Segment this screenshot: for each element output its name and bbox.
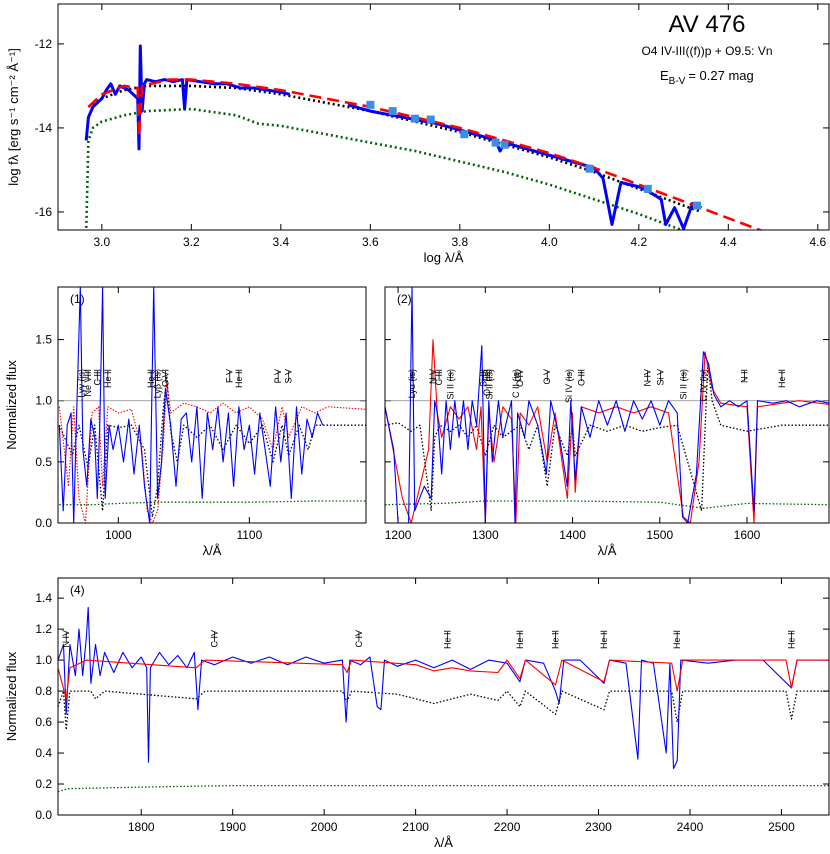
x-tick-label: 2500: [768, 820, 795, 834]
y-tick-label: 1.0: [35, 653, 52, 667]
y-tick-label: 1.2: [35, 622, 52, 636]
x-tick-label: 4.2: [630, 235, 647, 249]
y-tick-label: 1.5: [35, 333, 52, 347]
x-tick-label: 1000: [105, 528, 132, 542]
spectrum: [87, 84, 702, 214]
y-tick-label: 0.2: [35, 777, 52, 791]
reddening-subscript: B-V: [669, 76, 686, 87]
photometry-point: [692, 201, 701, 210]
plot-frame: [57, 577, 830, 816]
line-id-label: Si IV (is): [564, 369, 574, 403]
plot-frame: [57, 286, 367, 524]
line-id-label: Lyα (is): [407, 369, 417, 398]
x-axis-label: λ/Å: [598, 543, 617, 558]
x-tick-label: 4.4: [720, 235, 737, 249]
x-tick-label: 3.8: [451, 235, 468, 249]
line-id-label: Si II (is): [445, 369, 455, 400]
x-tick-label: 2200: [494, 820, 521, 834]
photometry-point: [426, 115, 435, 124]
spectrum: [87, 78, 764, 230]
line-id-label: Lyγ (is): [77, 369, 87, 398]
x-tick-label: 1500: [646, 528, 673, 542]
x-axis-label: λ/Å: [434, 835, 453, 850]
spectrum: [385, 287, 829, 523]
x-tick-label: 3.6: [362, 235, 379, 249]
x-tick-label: 3.0: [94, 235, 111, 249]
line-id-label: C IV (is): [698, 369, 708, 402]
reddening-value: = 0.27 mag: [688, 68, 753, 83]
spectrum: [58, 381, 366, 523]
spectrum: [385, 363, 829, 512]
y-tick-label: -14: [35, 121, 53, 135]
y-tick-label: 0.8: [35, 684, 52, 698]
chart-subtitle: O4 IV-III((f))p + O9.5: Vn: [641, 44, 772, 58]
y-axis-label: Normalized flux: [4, 360, 19, 450]
x-tick-label: 1400: [559, 528, 586, 542]
y-tick-label: -16: [35, 205, 53, 219]
reddening-symbol: E: [660, 68, 669, 83]
line-id-label: O I (is): [482, 369, 492, 396]
photometry-point: [460, 130, 469, 139]
x-tick-label: 2400: [677, 820, 704, 834]
spectrum: [84, 107, 685, 230]
photometry-point: [491, 138, 500, 147]
y-axis-label: log fλ [erg s⁻¹ cm⁻² Å⁻¹]: [6, 48, 21, 186]
x-tick-label: 2000: [311, 820, 338, 834]
plot-area: [58, 606, 829, 793]
x-tick-label: 3.2: [183, 235, 200, 249]
y-tick-label: 0.6: [35, 715, 52, 729]
plot-area: [58, 287, 366, 523]
spectrum: [58, 690, 829, 731]
x-tick-label: 4.0: [541, 235, 558, 249]
y-tick-label: 0.5: [35, 455, 52, 469]
line-id-label: Si II (is): [678, 369, 688, 400]
panel-label: (1): [70, 292, 85, 306]
line-id-label: Lyβ (is): [153, 369, 163, 398]
panel-label: (2): [397, 292, 412, 306]
photometry-point: [388, 107, 397, 116]
photometry-point: [500, 140, 509, 149]
photometry-point: [643, 184, 652, 193]
line-id-label: Si II (is): [485, 369, 495, 400]
plot-area: [385, 287, 829, 523]
y-tick-label: 1.4: [35, 591, 52, 605]
plot-area: [84, 44, 764, 230]
x-tick-label: 1300: [472, 528, 499, 542]
x-tick-label: 1900: [219, 820, 246, 834]
x-tick-label: 2300: [585, 820, 612, 834]
y-tick-label: 0.0: [35, 516, 52, 530]
y-tick-label: -12: [35, 37, 53, 51]
y-tick-label: 1.0: [35, 394, 52, 408]
x-tick-label: 3.4: [272, 235, 289, 249]
spectrum: [58, 287, 324, 523]
x-tick-label: 4.6: [809, 235, 826, 249]
spectrum: [385, 500, 829, 509]
x-tick-label: 2100: [402, 820, 429, 834]
photometry-point: [411, 114, 420, 123]
panel-label: (4): [70, 583, 85, 597]
x-tick-label: 1600: [734, 528, 761, 542]
y-tick-label: 0.0: [35, 808, 52, 822]
spectrum: [58, 659, 829, 700]
plot-frame: [57, 3, 830, 231]
photometry-point: [585, 164, 594, 173]
y-axis-label: Normalized flux: [4, 651, 19, 741]
photometry-point: [366, 100, 375, 109]
x-axis-label: λ/Å: [203, 543, 222, 558]
plot-frame: [384, 286, 830, 524]
x-tick-label: 1200: [385, 528, 412, 542]
x-axis-label: log λ/Å: [424, 250, 464, 265]
y-tick-label: 0.4: [35, 746, 52, 760]
x-tick-label: 1100: [236, 528, 262, 542]
chart-title: AV 476: [669, 11, 746, 38]
reddening: EB-V = 0.27 mag: [660, 68, 754, 87]
spectrum: [58, 606, 829, 770]
spectrum: [58, 784, 829, 793]
line-id-label: C II (is): [511, 369, 521, 398]
x-tick-label: 1800: [128, 820, 155, 834]
line-id-label: Ne VIII: [83, 369, 93, 397]
